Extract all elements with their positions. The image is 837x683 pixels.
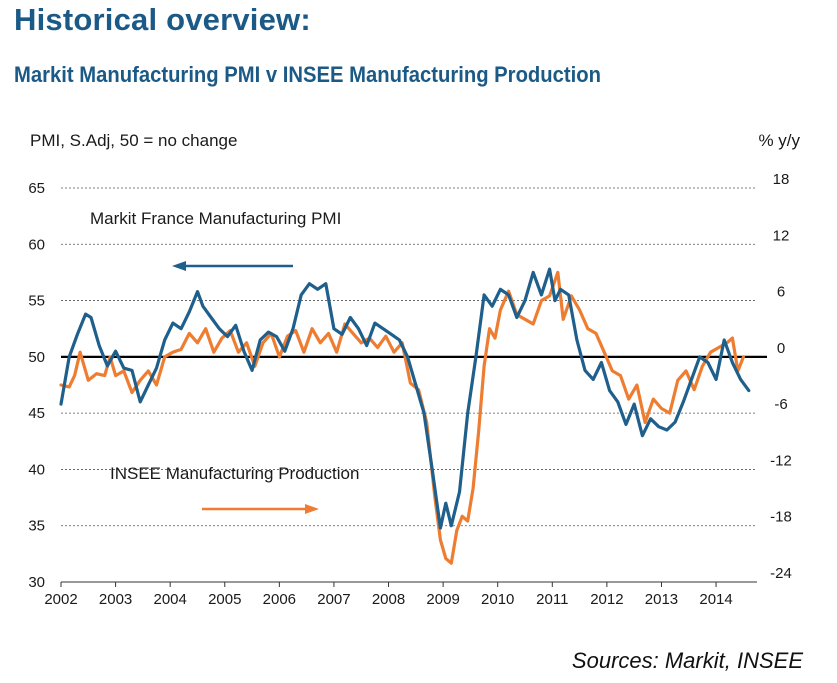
gridlines	[61, 187, 767, 583]
x-tick-label: 2006	[263, 591, 296, 608]
pmi-annotation-label: Markit France Manufacturing PMI	[90, 209, 341, 228]
x-tick-label: 2004	[153, 591, 186, 608]
production-arrow-head	[305, 504, 319, 514]
x-tick-label: 2011	[536, 591, 568, 608]
production-annotation-label: INSEE Manufacturing Production	[110, 464, 359, 483]
left-tick-label: 40	[28, 461, 45, 478]
x-tick-label: 2008	[372, 591, 405, 608]
left-tick-label: 30	[28, 574, 45, 591]
x-tick-label: 2013	[645, 591, 678, 608]
x-tick-label: 2009	[426, 591, 459, 608]
right-tick-label: 18	[773, 171, 790, 188]
right-tick-label: 0	[777, 340, 785, 357]
left-tick-label: 60	[28, 236, 45, 253]
pmi-series-line	[59, 267, 751, 530]
x-tick-label: 2002	[44, 591, 77, 608]
right-tick-label: -6	[774, 396, 787, 413]
left-tick-label: 65	[28, 180, 45, 197]
series-lines	[59, 267, 751, 565]
right-axis-unit: % y/y	[758, 131, 800, 150]
x-tick-label: 2005	[208, 591, 241, 608]
x-tick-label: 2012	[590, 591, 623, 608]
x-tick-label: 2010	[481, 591, 514, 608]
left-tick-label: 55	[28, 293, 45, 310]
right-tick-label: -12	[770, 452, 792, 469]
left-axis-unit: PMI, S.Adj, 50 = no change	[30, 131, 237, 150]
right-tick-label: 6	[777, 284, 785, 301]
left-tick-label: 35	[28, 518, 45, 535]
left-tick-label: 50	[28, 349, 45, 366]
chart-subtitle: Markit Manufacturing PMI v INSEE Manufac…	[14, 62, 602, 87]
source-note: Sources: Markit, INSEE	[571, 648, 803, 673]
page-title: Historical overview:	[14, 2, 311, 37]
x-tick-label: 2003	[99, 591, 132, 608]
production-series-line	[59, 270, 746, 565]
x-tick-label: 2014	[699, 591, 732, 608]
left-tick-label: 45	[28, 405, 45, 422]
right-tick-label: -24	[770, 565, 792, 582]
axis-ticks: 30 35 40 45 50 55 60 65 -24 -18 -12 -6 0 6 12 18 2002 200…	[28, 171, 792, 608]
x-tick-label: 2007	[317, 591, 350, 608]
right-tick-label: 12	[773, 227, 790, 244]
right-tick-label: -18	[770, 509, 792, 526]
annotations: Markit France Manufacturing PMI INSEE Man…	[90, 209, 359, 514]
pmi-arrow-head	[172, 261, 186, 271]
